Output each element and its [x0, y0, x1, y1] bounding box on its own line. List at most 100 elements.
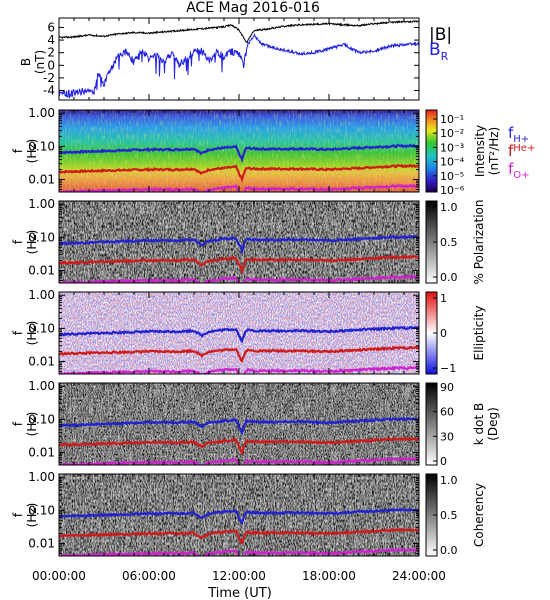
bfield-ytick-label: 4: [47, 33, 55, 47]
ytick-label: 0.01: [28, 355, 55, 369]
ylabel-f: f: [11, 239, 25, 244]
time-tick-label: 12:00:00: [212, 569, 266, 583]
panel-coherency-image: [59, 474, 419, 556]
ylabel-f: f: [11, 148, 25, 153]
colorbar-kdotb: [425, 382, 438, 466]
ytick-label: 1.00: [28, 288, 55, 302]
colorbar-unit: (Deg): [486, 407, 500, 441]
spectrogram-panels: 1.000.100.01f (Hz)10⁻¹10⁻²10⁻³10⁻⁴10⁻⁵10⁻…: [11, 106, 501, 557]
gyro-legend: fH+ fHe+ fO+: [508, 124, 535, 181]
ytick-label: 1.00: [28, 379, 55, 393]
ytick-label: 0.10: [28, 503, 55, 517]
ytick-label: 1.00: [28, 197, 55, 211]
panel-intensity-image: [59, 110, 419, 192]
colorbar-label: Intensity: [473, 125, 487, 177]
colorbar-tick-label: 10⁻⁵: [440, 170, 464, 183]
ytick-label: 0.01: [28, 446, 55, 460]
ylabel-f: f: [11, 330, 25, 335]
panel-intensity: 1.00 0.10 0.01 f (Hz) 10⁻¹10⁻²10⁻³ 10⁻⁴10⁻⁵10⁻…: [11, 106, 501, 197]
line-fhe: [59, 437, 419, 456]
colorbar-tick-label: 1.0: [440, 474, 458, 487]
panel-polarization-image: [59, 201, 419, 283]
legend-fo: fO+: [508, 160, 530, 181]
ylabel-unit: (Hz): [25, 139, 39, 164]
bfield-ytick-label: 2: [47, 46, 55, 60]
series-br: [58, 32, 420, 100]
panel-kdotb-image: [59, 383, 419, 465]
legend-bmag: |B|: [429, 25, 452, 45]
ytick-label: 0.01: [28, 537, 55, 551]
colorbar-label: Coherency: [472, 483, 486, 547]
line-fh: [59, 416, 419, 436]
time-axis: 00:00:00 06:00:00 12:00:00 18:00:00 24:00:00: [32, 569, 446, 583]
ylabel-unit: (Hz): [25, 412, 39, 437]
line-fhe: [59, 527, 419, 545]
legend-fh: fH+: [508, 124, 529, 145]
time-tick-label: 24:00:00: [392, 569, 446, 583]
time-tick-label: 06:00:00: [122, 569, 176, 583]
bfield-ytick-label: -2: [43, 71, 55, 85]
ylabel-f: f: [11, 512, 25, 517]
bfield-ytick-label: -4: [43, 84, 55, 98]
panel-kdotb: 1.00 0.10 0.01 f (Hz) 90 60 30 0 k dot B (Deg): [11, 379, 500, 468]
colorbar-tick-label: −1: [440, 362, 456, 375]
ylabel-unit: (Hz): [25, 503, 39, 528]
line-fhe: [59, 345, 419, 364]
colorbar-tick-label: 10⁻¹: [440, 113, 464, 126]
panel-polarization: 1.00 0.10 0.01 f (Hz) 1.0 0.5 0.0 % Polarization: [11, 197, 486, 285]
ytick-label: 0.01: [28, 264, 55, 278]
ytick-label: 0.10: [28, 230, 55, 244]
ylabel-f: f: [11, 421, 25, 426]
colorbar-tick-label: 0.0: [440, 544, 458, 557]
colorbar-tick-label: 10⁻³: [440, 141, 464, 154]
ylabel-unit: (Hz): [25, 230, 39, 255]
colorbar-tick-label: 10⁻⁴: [440, 156, 465, 169]
colorbar-label: % Polarization: [472, 200, 486, 285]
colorbar-tick-label: 0.0: [440, 271, 458, 284]
panel-coherency: 1.00 0.10 0.01 f (Hz) 1.0 0.5 0.0 Coherency: [11, 470, 486, 557]
legend-fhe: fHe+: [508, 142, 535, 160]
colorbar-tick-label: 0: [440, 455, 447, 468]
colorbar-unit: (nT²/Hz): [487, 127, 501, 175]
colorbar-tick-label: 1: [440, 292, 447, 305]
bfield-ytick-label: 0: [47, 58, 55, 72]
chart-title: ACE Mag 2016-016: [186, 0, 320, 16]
time-tick-label: 00:00:00: [32, 569, 86, 583]
colorbar-tick-label: 90: [440, 381, 454, 394]
panel-ellipticity: 1.00 0.10 0.01 f (Hz) 1 0 −1 Ellipticity: [11, 288, 486, 375]
line-fh: [59, 234, 419, 256]
colorbar-tick-label: 0.5: [440, 236, 458, 249]
line-fhe: [59, 254, 419, 276]
bfield-yunit: (nT): [33, 50, 47, 74]
bfield-ytick-label: 6: [47, 20, 55, 34]
colorbar-tick-label: 10⁻²: [440, 127, 464, 140]
time-tick-label: 18:00:00: [302, 569, 356, 583]
ytick-label: 1.00: [28, 106, 55, 120]
colorbar-tick-label: 1.0: [440, 201, 458, 214]
line-fh: [59, 507, 419, 525]
ytick-label: 0.10: [28, 412, 55, 426]
colorbar-tick-label: 0.5: [440, 509, 458, 522]
colorbar-tick-label: 10⁻⁶: [440, 184, 465, 197]
bfield-ylabel: B: [19, 58, 33, 66]
ytick-label: 1.00: [28, 470, 55, 484]
colorbar-tick-label: 30: [440, 430, 454, 443]
colorbar-intensity: [425, 109, 438, 193]
series-bmag: [58, 20, 420, 43]
colorbar-label: k dot B: [472, 403, 486, 445]
colorbar-tick-label: 60: [440, 406, 454, 419]
line-fh: [59, 325, 419, 344]
line-fh: [59, 143, 419, 164]
ylabel-unit: (Hz): [25, 321, 39, 346]
time-axis-label: Time (UT): [207, 586, 272, 600]
panel-ellipticity-image: [59, 292, 419, 374]
ytick-label: 0.10: [28, 321, 55, 335]
colorbar-label: Ellipticity: [472, 306, 486, 361]
colorbar-tick-label: 0: [440, 327, 447, 340]
ytick-label: 0.10: [28, 139, 55, 153]
bfield-series: [58, 20, 420, 100]
line-fhe: [59, 163, 419, 184]
